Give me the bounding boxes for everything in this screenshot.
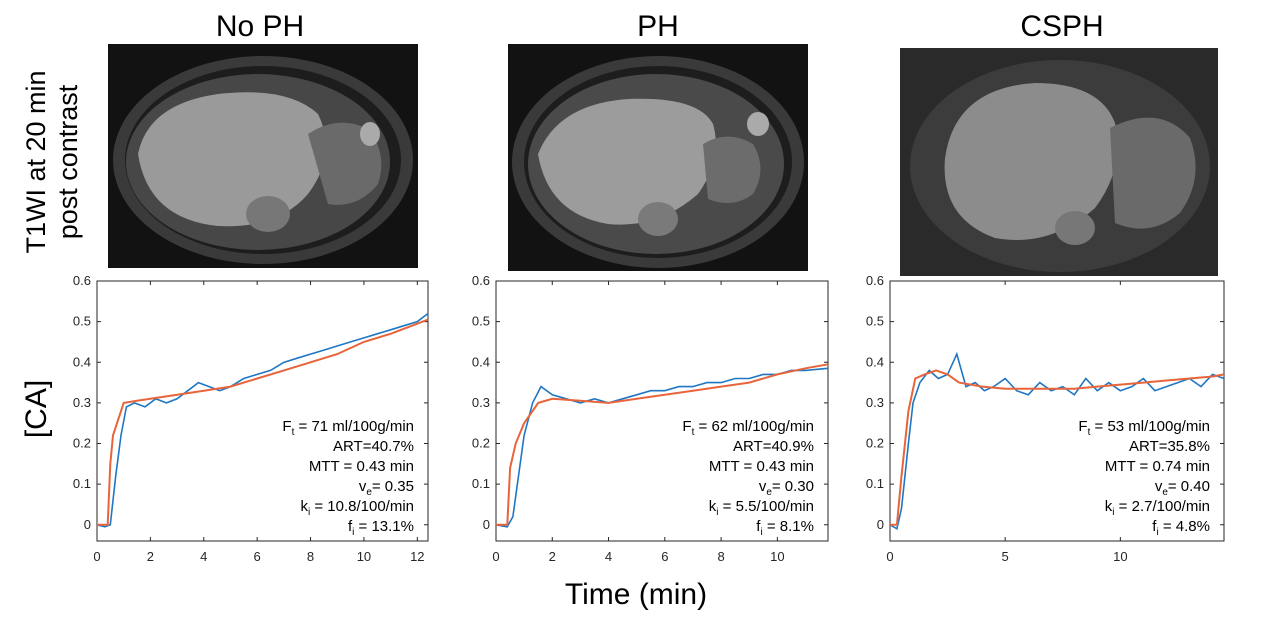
annotation-csph: Ft = 53 ml/100g/min (1078, 418, 1210, 438)
y-tick-label-no-ph: 0 (84, 517, 91, 532)
title-no-ph: No PH (215, 10, 305, 43)
y-tick-label-ph: 0.2 (472, 436, 490, 451)
annotation-ph: Ft = 62 ml/100g/min (682, 418, 814, 438)
plot-frame-no-ph (96, 280, 429, 542)
x-tick-label-no-ph: 4 (200, 549, 207, 564)
annotation-csph: ki = 2.7/100/min (1105, 498, 1210, 518)
annotation-no-ph: fi = 13.1% (348, 518, 414, 538)
y-tick-label-ph: 0.1 (472, 476, 490, 491)
x-tick-label-csph: 0 (886, 549, 893, 564)
annotation-no-ph: ART=40.7% (333, 438, 414, 455)
x-tick-label-no-ph: 8 (307, 549, 314, 564)
x-tick-label-ph: 2 (549, 549, 556, 564)
y-tick-label-ph: 0.5 (472, 314, 490, 329)
series-fit-no-ph (97, 318, 429, 526)
y-tick-label-no-ph: 0.2 (73, 436, 91, 451)
x-tick-label-no-ph: 6 (254, 549, 261, 564)
annotation-ph: ART=40.9% (733, 438, 814, 455)
y-tick-label-csph: 0.6 (866, 273, 884, 288)
series-measured-ph (495, 367, 829, 528)
x-tick-label-no-ph: 10 (357, 549, 371, 564)
annotation-no-ph: Ft = 71 ml/100g/min (282, 418, 414, 438)
annotation-csph: ART=35.8% (1129, 438, 1210, 455)
mri-image-ph (508, 44, 808, 271)
annotation-no-ph: ki = 10.8/100/min (300, 498, 414, 518)
y-tick-label-ph: 0.6 (472, 273, 490, 288)
annotation-no-ph: MTT = 0.43 min (309, 458, 414, 475)
x-tick-label-ph: 6 (661, 549, 668, 564)
x-tick-label-no-ph: 12 (410, 549, 424, 564)
mri-image-csph (900, 48, 1218, 276)
x-tick-label-no-ph: 2 (147, 549, 154, 564)
x-tick-label-csph: 10 (1113, 549, 1127, 564)
x-tick-label-ph: 0 (492, 549, 499, 564)
mri-graphic-ph (512, 56, 804, 268)
annotation-ph: MTT = 0.43 min (709, 458, 814, 475)
y-tick-label-csph: 0.4 (866, 354, 884, 369)
x-tick-label-ph: 10 (770, 549, 784, 564)
x-tick-label-csph: 5 (1002, 549, 1009, 564)
x-tick-label-ph: 8 (717, 549, 724, 564)
annotation-ph: ve= 0.30 (759, 478, 814, 498)
annotation-csph: fi = 4.8% (1152, 518, 1210, 538)
title-csph: CSPH (1020, 10, 1104, 43)
plot-frame-csph (889, 280, 1225, 542)
series-fit-csph (890, 369, 1225, 526)
title-ph: PH (637, 10, 679, 43)
plot-frame-ph (495, 280, 829, 542)
x-tick-label-no-ph: 0 (93, 549, 100, 564)
y-tick-label-no-ph: 0.3 (73, 395, 91, 410)
y-tick-label-no-ph: 0.5 (73, 314, 91, 329)
y-tick-label-no-ph: 0.4 (73, 354, 91, 369)
y-tick-label-csph: 0.5 (866, 314, 884, 329)
annotation-ph: fi = 8.1% (756, 518, 814, 538)
y-tick-label-csph: 0 (877, 517, 884, 532)
annotation-csph: ve= 0.40 (1155, 478, 1210, 498)
y-tick-label-no-ph: 0.1 (73, 476, 91, 491)
annotation-no-ph: ve= 0.35 (359, 478, 414, 498)
y-tick-label-csph: 0.2 (866, 436, 884, 451)
y-tick-label-ph: 0 (483, 517, 490, 532)
y-tick-label-csph: 0.3 (866, 395, 884, 410)
x-tick-label-ph: 4 (605, 549, 612, 564)
y-tick-label-ph: 0.4 (472, 354, 490, 369)
annotation-csph: MTT = 0.74 min (1105, 458, 1210, 475)
y-tick-label-csph: 0.1 (866, 476, 884, 491)
mri-graphic-no-ph (113, 56, 413, 264)
mri-image-no-ph (108, 44, 418, 268)
x-axis-label: Time (min) (564, 578, 708, 611)
mri-graphic-csph (900, 48, 1218, 276)
series-fit-ph (496, 363, 829, 526)
annotation-ph: ki = 5.5/100/min (709, 498, 814, 518)
y-tick-label-no-ph: 0.6 (73, 273, 91, 288)
y-tick-label-ph: 0.3 (472, 395, 490, 410)
